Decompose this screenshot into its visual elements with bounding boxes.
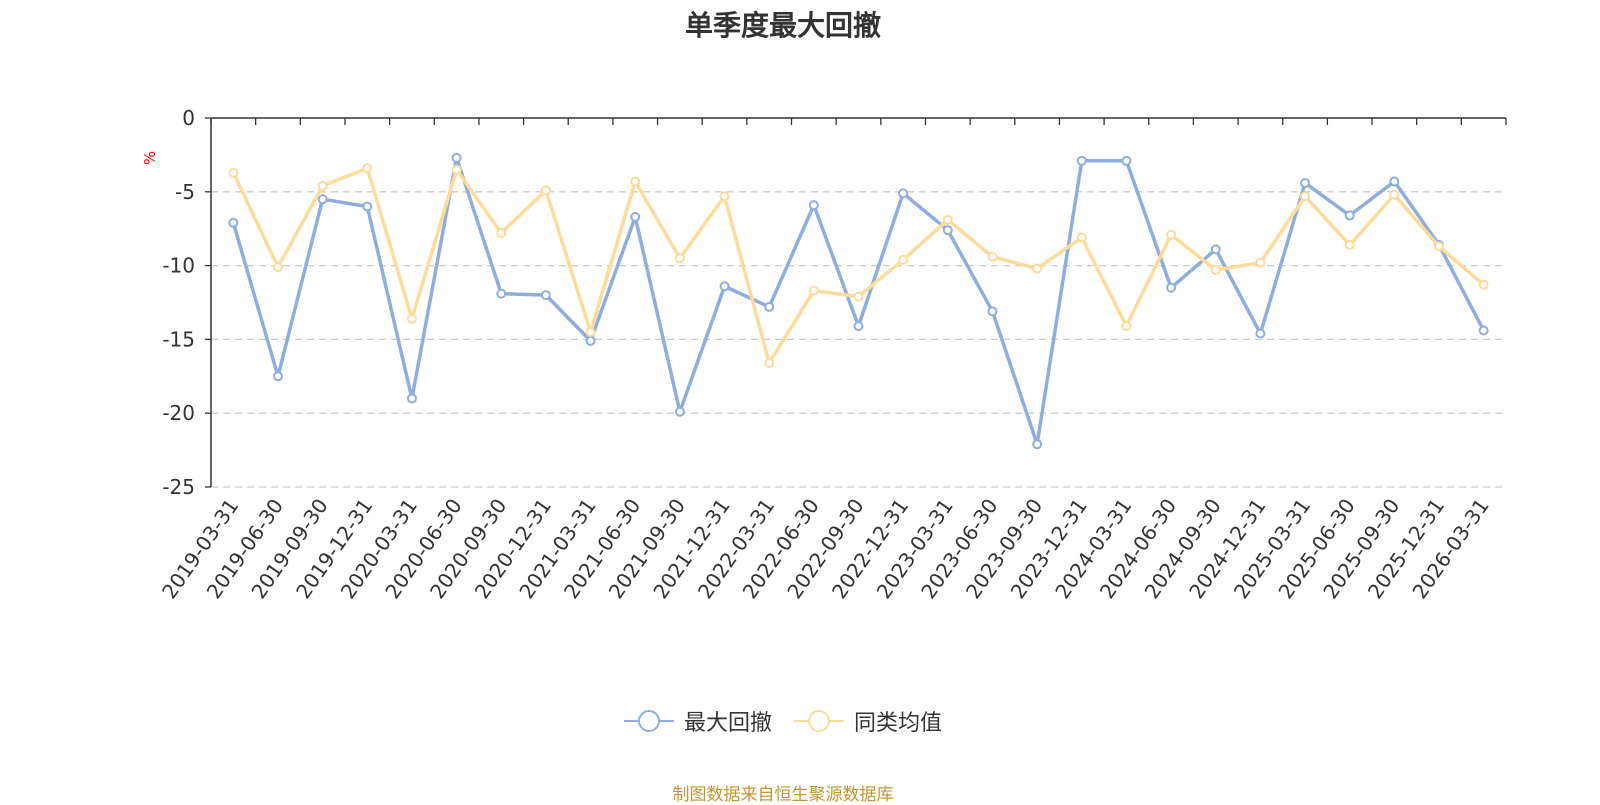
data-point — [853, 291, 864, 302]
data-point — [540, 185, 551, 196]
data-point — [1478, 325, 1489, 336]
data-point — [808, 200, 819, 211]
data-point — [317, 180, 328, 191]
data-point — [585, 327, 596, 338]
data-point — [451, 152, 462, 163]
data-point — [317, 194, 328, 205]
y-tick-label: -25 — [162, 475, 195, 499]
data-point — [764, 301, 775, 312]
line-chart: 0-5-10-15-20-25%2019-03-312019-06-302019… — [141, 106, 1507, 603]
data-point — [1121, 321, 1132, 332]
data-point — [942, 214, 953, 225]
data-point — [719, 281, 730, 292]
data-point — [1076, 155, 1087, 166]
data-point — [228, 217, 239, 228]
legend-label-max-drawdown: 最大回撤 — [683, 711, 772, 736]
y-tick-label: 0 — [182, 106, 195, 130]
y-axis-unit-label: % — [141, 151, 159, 165]
legend-marker-peer-average — [794, 710, 844, 732]
y-tick-label: -5 — [175, 180, 195, 204]
data-point — [674, 406, 685, 417]
data-point — [1032, 263, 1043, 274]
data-point — [1389, 189, 1400, 200]
data-point — [496, 288, 507, 299]
data-point — [1344, 210, 1355, 221]
data-point — [1166, 282, 1177, 293]
data-point — [1166, 229, 1177, 240]
data-point — [540, 290, 551, 301]
data-point — [942, 225, 953, 236]
data-point — [987, 251, 998, 262]
data-point — [406, 393, 417, 404]
data-point — [630, 211, 641, 222]
legend-item-max-drawdown[interactable]: 最大回撤 — [623, 705, 772, 737]
data-point — [1210, 244, 1221, 255]
series-max-drawdown — [228, 152, 1489, 450]
data-point — [853, 321, 864, 332]
data-point — [451, 164, 462, 175]
data-point — [406, 313, 417, 324]
data-point — [1210, 265, 1221, 276]
data-point — [362, 163, 373, 174]
data-point — [1121, 155, 1132, 166]
data-point — [898, 254, 909, 265]
data-point — [987, 306, 998, 317]
data-point — [1032, 439, 1043, 450]
legend-label-peer-average: 同类均值 — [854, 711, 943, 736]
data-point — [272, 262, 283, 273]
data-point — [1255, 328, 1266, 339]
data-point — [1300, 177, 1311, 188]
data-point — [674, 253, 685, 264]
data-point — [228, 167, 239, 178]
data-point — [1344, 239, 1355, 250]
source-note: 制图数据来自恒生聚源数据库 — [672, 785, 894, 805]
legend-item-peer-average[interactable]: 同类均值 — [794, 705, 942, 737]
data-point — [1389, 176, 1400, 187]
chart-title: 单季度最大回撤 — [684, 9, 881, 42]
y-tick-label: -10 — [162, 254, 195, 278]
series-peer-average — [228, 163, 1489, 369]
grid-lines — [211, 191, 1506, 488]
data-point — [764, 358, 775, 369]
series-layer — [228, 152, 1489, 450]
y-tick-label: -15 — [162, 327, 195, 351]
data-point — [496, 228, 507, 239]
data-point — [719, 191, 730, 202]
data-point — [585, 335, 596, 346]
data-point — [1300, 191, 1311, 202]
data-point — [1076, 232, 1087, 243]
data-point — [808, 285, 819, 296]
data-point — [1255, 257, 1266, 268]
data-point — [362, 201, 373, 212]
legend: 最大回撤 同类均值 — [0, 705, 1566, 737]
data-point — [630, 176, 641, 187]
data-point — [272, 371, 283, 382]
data-point — [1434, 241, 1445, 252]
data-point — [898, 188, 909, 199]
y-tick-label: -20 — [162, 401, 195, 425]
legend-marker-max-drawdown — [623, 710, 674, 732]
data-point — [1478, 279, 1489, 290]
